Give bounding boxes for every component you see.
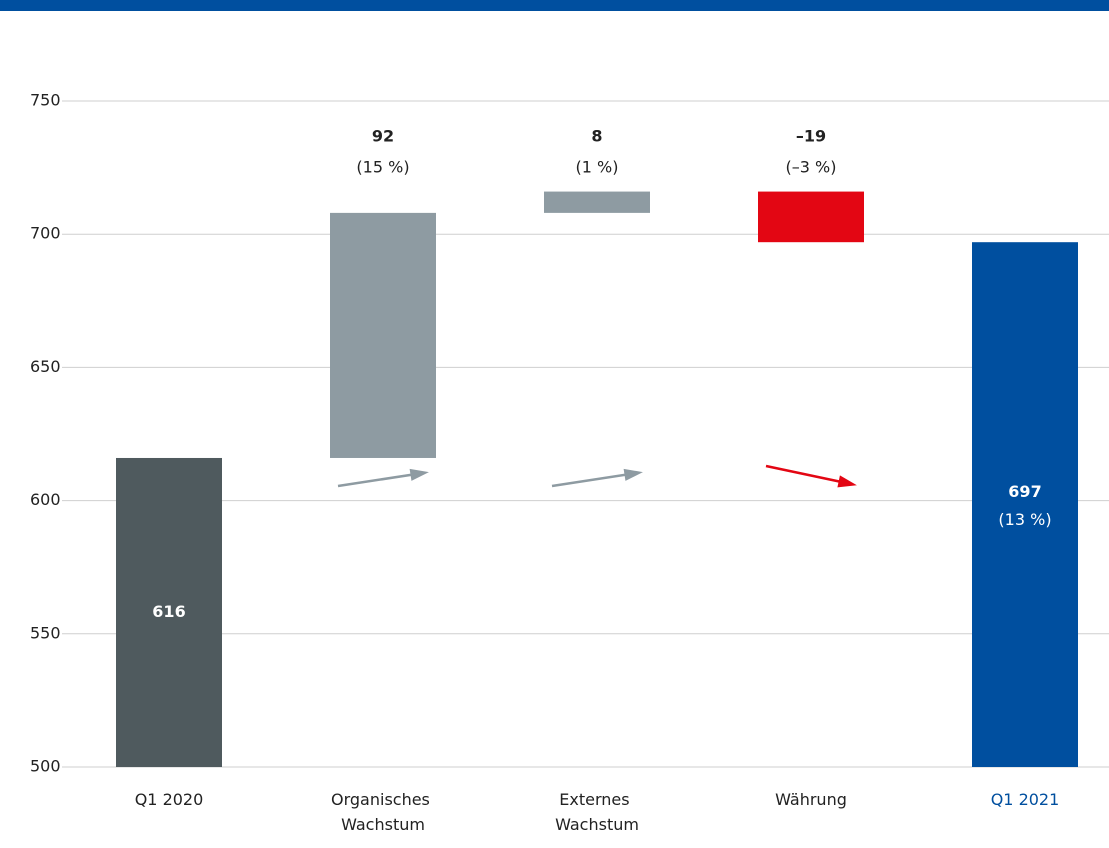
arrow-head: [409, 468, 429, 481]
trend-arrow: [551, 471, 638, 488]
value-label: 92: [372, 127, 394, 146]
y-tick-label: 600: [30, 490, 61, 509]
y-tick-label: 700: [30, 224, 61, 243]
value-label: 616: [152, 602, 185, 621]
x-tick-label: Externes Wachstum: [555, 790, 639, 834]
percent-label: (13 %): [998, 510, 1051, 529]
y-tick-label: 750: [30, 91, 61, 110]
value-label: 697: [1008, 482, 1041, 501]
percent-label: (15 %): [356, 158, 409, 177]
arrow-head: [623, 468, 643, 481]
arrow-head: [837, 475, 857, 488]
trend-arrow: [765, 464, 852, 486]
x-tick-label: Organisches Wachstum: [331, 790, 435, 834]
percent-label: (–3 %): [786, 158, 837, 177]
x-tick-label: Währung: [775, 790, 847, 809]
header-stripe: [0, 0, 1109, 11]
y-tick-label: 500: [30, 757, 61, 776]
bar: [544, 191, 650, 213]
y-tick-label: 550: [30, 623, 61, 642]
bar: [330, 212, 436, 458]
bar: [758, 191, 864, 243]
value-label: –19: [796, 127, 826, 146]
x-tick-label: Q1 2020: [135, 790, 204, 809]
bar: [972, 242, 1078, 767]
y-tick-label: 650: [30, 357, 61, 376]
value-label: 8: [591, 127, 602, 146]
bar: [116, 457, 222, 767]
trend-arrow: [337, 471, 424, 488]
percent-label: (1 %): [576, 158, 619, 177]
x-tick-label: Q1 2021: [991, 790, 1060, 809]
